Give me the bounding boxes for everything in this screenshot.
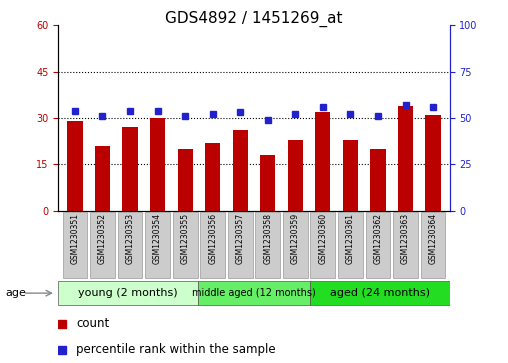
Text: GSM1230353: GSM1230353 (125, 213, 135, 264)
Bar (150, 118, 165, 211)
Bar (370, 149, 386, 211)
FancyBboxPatch shape (338, 212, 363, 278)
Text: GSM1230363: GSM1230363 (401, 213, 410, 264)
Text: GSM1230352: GSM1230352 (98, 213, 107, 264)
FancyBboxPatch shape (173, 212, 198, 278)
Bar (95, 146, 110, 211)
FancyBboxPatch shape (228, 212, 252, 278)
FancyBboxPatch shape (283, 212, 308, 278)
Bar (233, 130, 248, 211)
Text: age: age (5, 288, 26, 298)
Text: count: count (76, 318, 109, 330)
Text: GSM1230355: GSM1230355 (181, 213, 189, 264)
Bar (205, 143, 220, 211)
Bar (343, 140, 358, 211)
FancyBboxPatch shape (198, 281, 310, 305)
FancyBboxPatch shape (58, 281, 198, 305)
FancyBboxPatch shape (62, 212, 87, 278)
Bar (288, 140, 303, 211)
Text: GSM1230361: GSM1230361 (346, 213, 355, 264)
Text: young (2 months): young (2 months) (78, 288, 178, 298)
FancyBboxPatch shape (118, 212, 142, 278)
FancyBboxPatch shape (310, 281, 450, 305)
Text: GSM1230356: GSM1230356 (208, 213, 217, 264)
FancyBboxPatch shape (256, 212, 280, 278)
Bar (398, 106, 413, 211)
Bar (426, 115, 440, 211)
Text: GSM1230357: GSM1230357 (236, 213, 245, 264)
Text: middle aged (12 months): middle aged (12 months) (192, 288, 316, 298)
Text: GSM1230358: GSM1230358 (263, 213, 272, 264)
FancyBboxPatch shape (145, 212, 170, 278)
Text: GSM1230360: GSM1230360 (319, 213, 327, 264)
Bar (260, 155, 275, 211)
Text: aged (24 months): aged (24 months) (330, 288, 430, 298)
Text: GDS4892 / 1451269_at: GDS4892 / 1451269_at (165, 11, 343, 27)
FancyBboxPatch shape (393, 212, 418, 278)
FancyBboxPatch shape (90, 212, 115, 278)
Bar (68, 121, 82, 211)
FancyBboxPatch shape (366, 212, 390, 278)
Text: GSM1230362: GSM1230362 (373, 213, 383, 264)
FancyBboxPatch shape (421, 212, 446, 278)
Text: GSM1230364: GSM1230364 (429, 213, 437, 264)
Bar (122, 127, 138, 211)
FancyBboxPatch shape (200, 212, 225, 278)
Bar (178, 149, 193, 211)
Text: GSM1230354: GSM1230354 (153, 213, 162, 264)
FancyBboxPatch shape (310, 212, 335, 278)
Text: percentile rank within the sample: percentile rank within the sample (76, 343, 276, 356)
Text: GSM1230351: GSM1230351 (71, 213, 79, 264)
Text: GSM1230359: GSM1230359 (291, 213, 300, 264)
Bar (315, 112, 330, 211)
